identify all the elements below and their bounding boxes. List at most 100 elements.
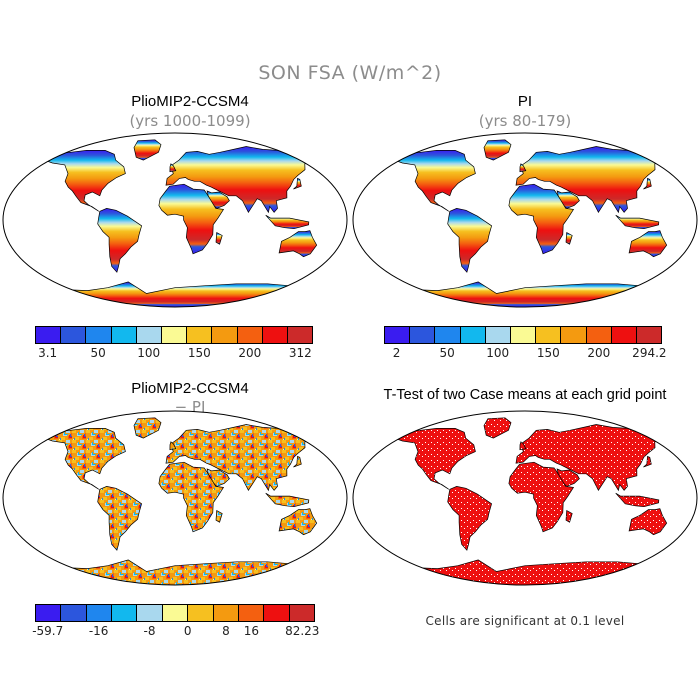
landmass-indonesia	[615, 214, 660, 230]
landmass-uk	[519, 163, 527, 173]
colorbar-tick-label: 2	[392, 346, 401, 360]
colorbar-swatch	[36, 605, 62, 621]
colorbar-swatch	[61, 605, 87, 621]
colorbar-tick-label: 50	[90, 346, 106, 360]
colorbar-swatch	[111, 327, 137, 343]
colorbar-tick-label: 200	[587, 346, 611, 360]
landmass-indonesia	[265, 214, 310, 230]
panel2-title: PI	[517, 93, 533, 110]
landmass-antarctica	[35, 559, 315, 585]
panel2-colorbar	[384, 326, 662, 344]
landmass-southAmerica	[447, 208, 493, 273]
panel3-title: PlioMIP2-CCSM4	[131, 380, 249, 397]
colorbar-tick-label: -16	[88, 624, 109, 638]
panel3-colorbar	[35, 604, 315, 622]
landmass-madagascar	[215, 510, 223, 523]
landmass-japan	[643, 455, 652, 468]
panel4-title: T-Test of two Case means at each grid po…	[383, 387, 667, 403]
colorbar-swatch	[435, 327, 461, 343]
panel3-map	[2, 410, 348, 586]
panel2-colorbar-ticks: 2 50 100 150 200 294.2	[384, 346, 667, 362]
colorbar-swatch	[238, 605, 265, 621]
panel3-colorbar-ticks: -59.7 -16 -8 0 8 16 82.23	[32, 624, 319, 640]
map-border	[352, 132, 698, 308]
landmass-greenland	[133, 417, 162, 439]
landmass-northAmerica	[393, 150, 476, 212]
landmass-africa	[158, 461, 225, 533]
landmass-southAmerica	[97, 208, 143, 273]
colorbar-tick-label: 82.23	[285, 624, 320, 638]
colorbar-swatch	[212, 327, 238, 343]
map-border	[352, 410, 698, 586]
landmass-africa	[508, 461, 575, 533]
panel1-map	[2, 132, 348, 308]
panel2-subtitle: (yrs 80-179)	[478, 112, 572, 130]
map-border	[2, 132, 348, 308]
colorbar-swatch	[213, 605, 239, 621]
panel2-map	[352, 132, 698, 308]
colorbar-tick-label: 8	[222, 624, 230, 638]
colorbar-tick-label: 100	[137, 346, 161, 360]
colorbar-swatch	[137, 605, 163, 621]
landmass-australia	[628, 508, 668, 536]
landmass-antarctica	[385, 281, 665, 307]
colorbar-tick-label: 150	[536, 346, 560, 360]
landmass-australia	[278, 508, 318, 536]
colorbar-swatch	[636, 327, 662, 343]
landmass-japan	[293, 177, 302, 190]
colorbar-tick-label: 312	[288, 346, 312, 360]
colorbar-tick-label: -59.7	[32, 624, 64, 638]
panel1-colorbar	[35, 326, 313, 344]
colorbar-swatch	[264, 605, 290, 621]
panel4-note: Cells are significant at 0.1 level	[425, 614, 625, 628]
colorbar-swatch	[86, 605, 113, 621]
landmass-uk	[519, 441, 527, 451]
colorbar-tick-label: 294.2	[632, 346, 667, 360]
colorbar-swatch	[112, 605, 138, 621]
landmass-africa	[158, 183, 225, 255]
colorbar-swatch	[61, 327, 87, 343]
colorbar-swatch	[237, 327, 263, 343]
landmass-southAmerica	[97, 486, 143, 551]
landmass-antarctica	[385, 559, 665, 585]
landmass-europeAsia	[515, 146, 662, 214]
landmass-greenland	[133, 139, 162, 161]
landmass-japan	[293, 455, 302, 468]
colorbar-swatch	[611, 327, 637, 343]
map-border	[2, 410, 348, 586]
panel1-subtitle: (yrs 1000-1099)	[129, 112, 251, 130]
landmass-europeAsia	[515, 424, 662, 492]
panel4-map	[352, 410, 698, 586]
landmass-antarctica	[35, 281, 315, 307]
colorbar-tick-label: 16	[243, 624, 259, 638]
landmass-uk	[169, 441, 177, 451]
landmass-northAmerica	[43, 428, 126, 490]
colorbar-tick-label: 200	[238, 346, 262, 360]
colorbar-tick-label: -8	[143, 624, 156, 638]
landmass-greenland	[483, 417, 512, 439]
colorbar-swatch	[86, 327, 112, 343]
colorbar-swatch	[161, 327, 188, 343]
landmass-madagascar	[215, 232, 223, 245]
landmass-madagascar	[565, 510, 573, 523]
colorbar-swatch	[36, 327, 62, 343]
panel1-title: PlioMIP2-CCSM4	[131, 93, 249, 110]
colorbar-swatch	[188, 605, 214, 621]
colorbar-tick-label: 0	[183, 624, 192, 638]
figure-title: SON FSA (W/m^2)	[258, 62, 442, 84]
colorbar-swatch	[561, 327, 587, 343]
colorbar-swatch	[136, 327, 162, 343]
colorbar-tick-label: 100	[486, 346, 510, 360]
colorbar-tick-label: 3.1	[38, 346, 58, 360]
landmass-indonesia	[615, 492, 660, 508]
landmass-europeAsia	[165, 146, 312, 214]
landmass-madagascar	[565, 232, 573, 245]
panel1-colorbar-ticks: 3.1 50 100 150 200 312	[35, 346, 313, 362]
colorbar-swatch	[485, 327, 511, 343]
landmass-japan	[643, 177, 652, 190]
colorbar-swatch	[262, 327, 288, 343]
colorbar-swatch	[460, 327, 486, 343]
landmass-southAmerica	[447, 486, 493, 551]
colorbar-swatch	[410, 327, 436, 343]
colorbar-swatch	[289, 605, 314, 621]
